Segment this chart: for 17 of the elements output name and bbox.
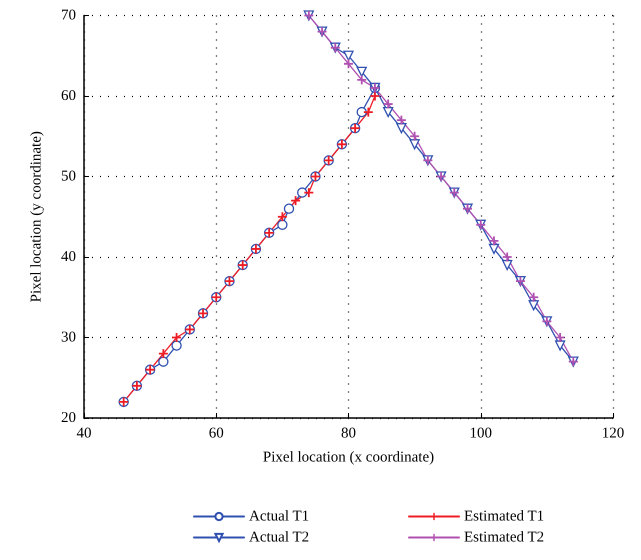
x-axis-title: Pixel location (x coordinate) <box>262 450 434 466</box>
y-tick-label: 20 <box>61 410 76 426</box>
y-tick-label: 60 <box>61 88 76 104</box>
x-tick-label: 80 <box>341 426 356 442</box>
x-tick-label: 60 <box>208 426 224 442</box>
legend-label: Estimated T1 <box>464 508 544 524</box>
y-tick-label: 40 <box>61 249 76 265</box>
x-tick-label: 40 <box>76 426 92 442</box>
y-tick-label: 50 <box>61 168 76 184</box>
legend-label: Actual T2 <box>249 530 310 546</box>
x-tick-label: 100 <box>470 426 492 442</box>
x-tick-label: 120 <box>602 426 624 442</box>
legend-label: Estimated T2 <box>464 530 544 546</box>
y-tick-label: 70 <box>61 8 76 24</box>
legend-label: Actual T1 <box>249 508 310 524</box>
y-tick-label: 30 <box>61 330 76 346</box>
y-axis-title: Pixel location (y coordinate) <box>28 131 44 302</box>
